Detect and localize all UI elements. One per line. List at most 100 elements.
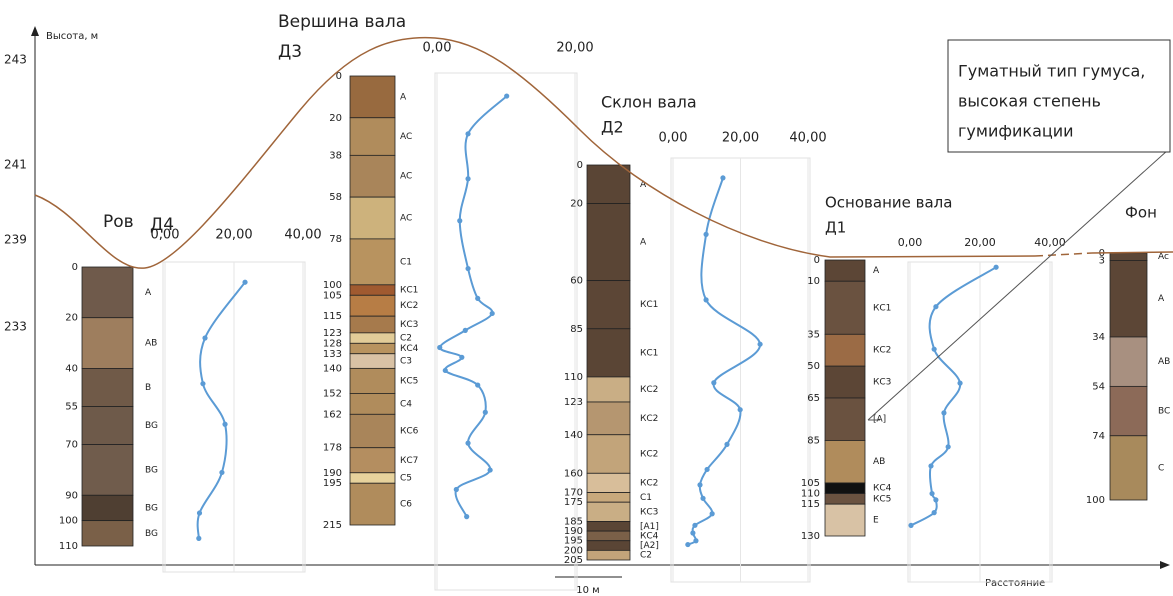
horizon-label: A — [1158, 294, 1165, 304]
note-line: гумификации — [958, 122, 1074, 141]
soil-layer — [586, 540, 631, 551]
horizon-label: С4 — [400, 399, 412, 409]
curve-point — [720, 175, 726, 181]
curve-point — [700, 495, 706, 501]
curve-point — [487, 467, 493, 473]
curve-point — [196, 510, 203, 516]
horizon-label: КС1 — [640, 348, 658, 358]
curve-point — [459, 354, 465, 360]
horizon-label: КС7 — [400, 456, 418, 466]
soil-layer — [81, 406, 134, 445]
profile-title: Основание вала — [825, 194, 952, 212]
curve-point — [437, 344, 443, 351]
depth-label: 162 — [323, 409, 342, 420]
curve — [687, 177, 762, 546]
curve-point — [692, 522, 698, 528]
curve-point — [931, 510, 937, 516]
horizon-label: B — [145, 383, 151, 393]
soil-layer — [824, 397, 866, 441]
relief-line — [1091, 251, 1173, 254]
horizon-label: КС6 — [400, 427, 419, 437]
x-tick-label: 20,00 — [215, 228, 252, 243]
y-tick-label: 241 — [4, 158, 27, 172]
soil-layer — [349, 353, 396, 369]
horizon-label: КС1 — [400, 286, 418, 296]
curve-point — [200, 381, 206, 387]
curve-point — [504, 93, 510, 99]
curve-point — [464, 514, 470, 520]
curve-point — [928, 463, 934, 469]
depth-label: 105 — [323, 290, 342, 301]
soil-layer — [349, 75, 396, 119]
curve-point — [724, 441, 730, 447]
depth-label: 38 — [329, 150, 342, 161]
soil-layer — [1109, 260, 1148, 338]
curve-point — [489, 310, 495, 317]
horizon-label: КС2 — [640, 450, 658, 460]
curve-point — [993, 264, 999, 270]
soil-layer — [824, 333, 866, 367]
depth-label: 55 — [65, 402, 78, 413]
soil-layer — [586, 521, 631, 532]
curve-point — [475, 295, 481, 302]
y-tick-label: 243 — [4, 53, 27, 67]
profile-code: Д4 — [150, 215, 174, 235]
soil-layer — [586, 376, 631, 403]
depth-label: 130 — [801, 531, 820, 542]
x-arrow — [1160, 561, 1170, 569]
depth-label: 128 — [323, 338, 342, 349]
soil-layer — [81, 368, 134, 407]
horizon-label: КС4 — [873, 484, 892, 494]
horizon-label: С5 — [400, 474, 412, 484]
depth-label: 140 — [323, 363, 342, 374]
depth-label: 35 — [807, 329, 820, 340]
soil-layer — [586, 328, 631, 378]
curve-point — [957, 380, 963, 386]
curve-point — [711, 380, 717, 386]
soil-layer — [81, 520, 134, 547]
horizon-label: КС2 — [640, 478, 658, 488]
horizon-label: КС4 — [640, 531, 659, 541]
depth-label: 105 — [801, 478, 820, 489]
curve — [196, 281, 246, 539]
depth-label: 205 — [564, 555, 583, 566]
horizon-label: C — [1158, 463, 1164, 473]
horizon-label: С2 — [640, 551, 652, 561]
depth-label: 110 — [564, 372, 583, 383]
horizon-label: BG — [145, 503, 158, 513]
soil-layer — [586, 280, 631, 330]
x-tick-label: 0,00 — [659, 131, 688, 146]
soil-layer — [349, 284, 396, 296]
soil-layer — [81, 494, 134, 522]
soil-layer — [349, 367, 396, 394]
soil-layer — [586, 501, 631, 522]
depth-label: 0 — [577, 160, 583, 171]
curve-point — [222, 421, 228, 427]
depth-label: 133 — [323, 349, 342, 360]
profile-code: Д2 — [601, 118, 624, 137]
soil-layer — [349, 196, 396, 240]
horizon-label: A — [145, 288, 152, 298]
soil-layer — [81, 317, 134, 369]
curve-point — [757, 341, 763, 347]
soil-layer — [349, 154, 396, 198]
depth-label: 140 — [564, 430, 583, 441]
soil-layer — [1109, 252, 1148, 261]
soil-layer — [1109, 435, 1148, 501]
curve-point — [685, 541, 691, 548]
depth-label: 85 — [570, 324, 583, 335]
depth-label: 3 — [1099, 255, 1105, 266]
curve-point — [933, 304, 939, 310]
soil-layer — [586, 434, 631, 474]
curve-point — [704, 466, 710, 473]
soil-layer — [81, 266, 134, 319]
soil-layer — [349, 482, 396, 526]
y-axis-label: Высота, м — [46, 31, 98, 42]
profile-title: Вершина вала — [278, 12, 406, 32]
curve-point — [457, 218, 463, 224]
soil-layer — [349, 472, 396, 484]
curve-point — [703, 231, 709, 237]
curve — [910, 266, 997, 527]
horizon-label: E — [873, 516, 879, 526]
